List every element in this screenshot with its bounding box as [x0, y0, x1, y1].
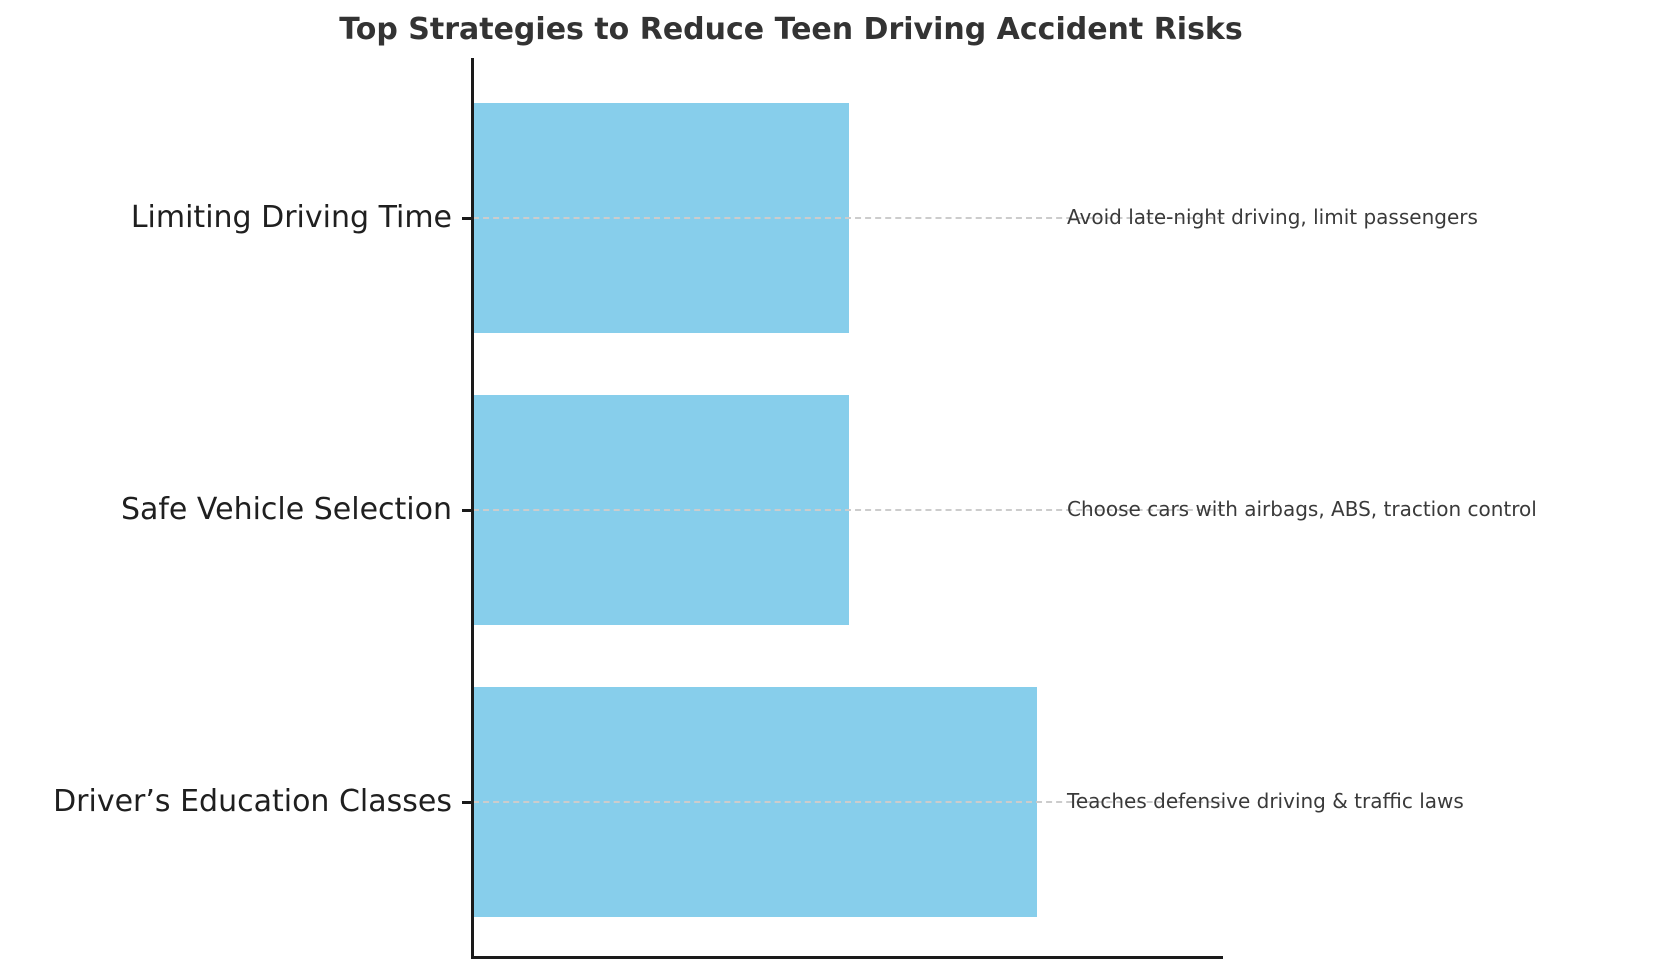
category-label: Safe Vehicle Selection: [120, 492, 452, 527]
annotation-label: Avoid late-night driving, limit passenge…: [1067, 205, 1478, 229]
y-axis-spine: [471, 58, 474, 959]
category-label: Driver’s Education Classes: [53, 784, 452, 819]
x-axis-spine: [471, 956, 1223, 959]
category-label: Limiting Driving Time: [130, 200, 452, 235]
y-axis-tick: [462, 217, 472, 220]
y-axis-tick: [462, 509, 472, 512]
gridline: [473, 509, 1223, 511]
y-axis-tick: [462, 801, 472, 804]
gridline: [473, 217, 1223, 219]
gridline: [473, 801, 1223, 803]
chart-title: Top Strategies to Reduce Teen Driving Ac…: [339, 12, 1243, 47]
annotation-label: Teaches defensive driving & traffic laws: [1067, 789, 1464, 813]
plot-area: [462, 58, 1223, 959]
annotation-label: Choose cars with airbags, ABS, traction …: [1067, 497, 1537, 521]
